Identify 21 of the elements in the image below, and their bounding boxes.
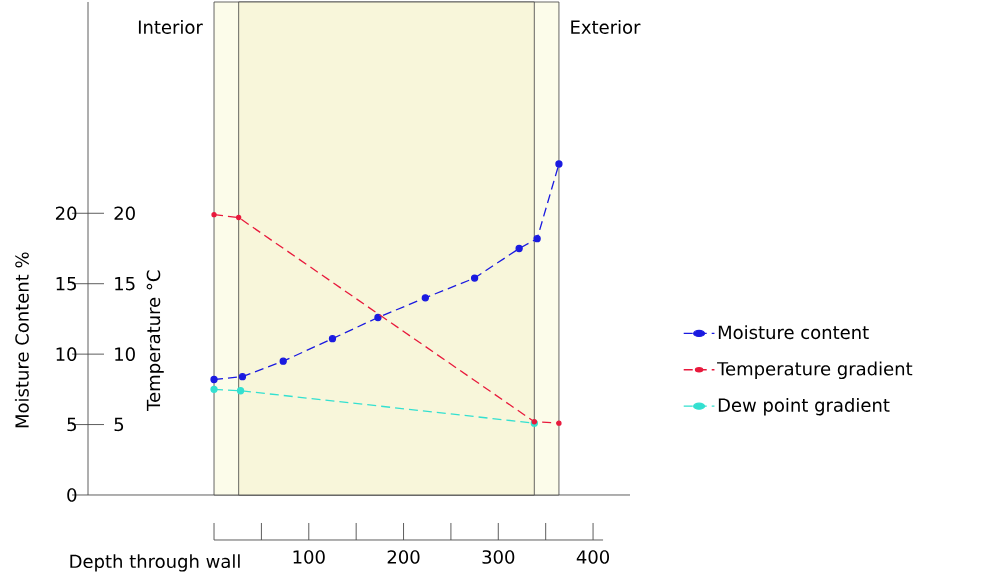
x-tick-label: 400 xyxy=(576,550,610,564)
y-tick-label: 15 xyxy=(56,277,76,291)
y-tick-label: 10 xyxy=(56,347,77,362)
annotation: Interior xyxy=(138,20,203,35)
x-tick-label: 200 xyxy=(387,550,420,564)
y2-tick-label: 15 xyxy=(115,277,135,291)
y-axis-title: Moisture Content % xyxy=(14,252,29,428)
legend-label: Temperature gradient xyxy=(717,361,913,380)
x-axis-title: Depth through wall xyxy=(70,554,240,572)
y2-axis-title: Temperature °C xyxy=(146,270,164,412)
y-tick-label: 20 xyxy=(55,206,77,221)
y2-tick-label: 5 xyxy=(114,418,124,432)
y2-tick-label: 20 xyxy=(114,206,135,221)
x-tick-label: 300 xyxy=(482,550,515,564)
annotation: Exterior xyxy=(571,20,641,35)
legend-label: Moisture content xyxy=(718,325,869,340)
y-tick-label: 5 xyxy=(67,418,76,432)
legend-label: Dew point gradient xyxy=(718,398,890,416)
x-tick-label: 100 xyxy=(293,550,325,564)
y2-tick-label: 10 xyxy=(115,347,135,362)
y-tick-label: 0 xyxy=(67,488,77,502)
